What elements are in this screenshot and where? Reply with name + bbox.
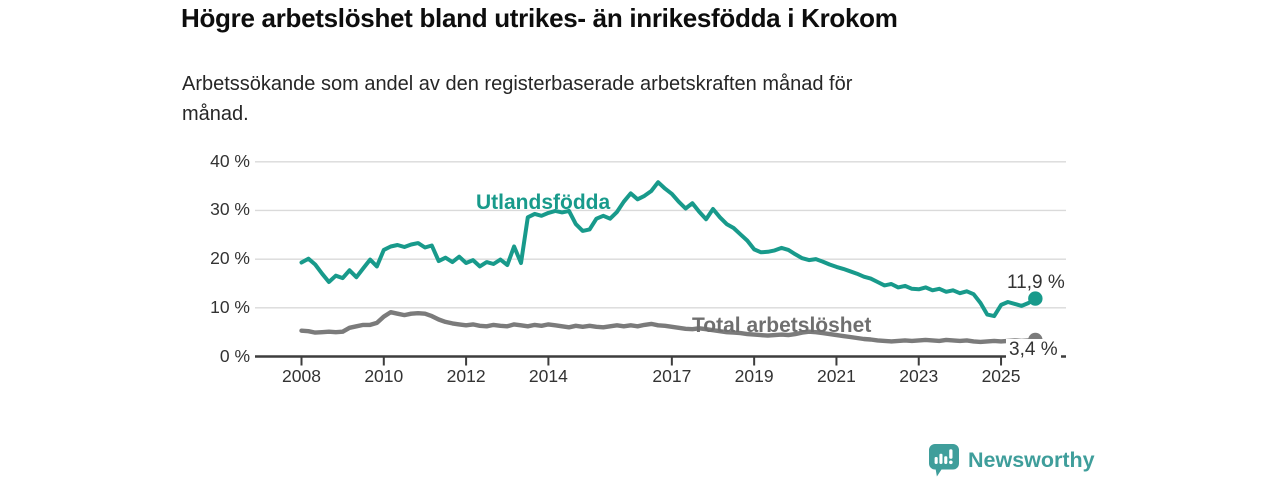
x-axis-label: 2012 (446, 366, 486, 386)
series-label-total-arbetsloshet: Total arbetslöshet (692, 314, 872, 337)
y-axis-label: 20 % (210, 248, 250, 269)
bar-chart-speech-bubble-icon (929, 443, 959, 476)
y-axis-label: 40 % (210, 150, 250, 171)
series-label-utlandsfodda: Utlandsfödda (476, 191, 611, 214)
series-line-total (299, 310, 1038, 345)
series-end-dot-utlandsfodda (1028, 291, 1043, 306)
x-axis-label: 2025 (981, 366, 1021, 386)
newsworthy-logo-text: Newsworthy (968, 447, 1095, 472)
subtitle-line-1: Arbetssökande som andel av den registerb… (182, 73, 853, 95)
chart-subtitle: Arbetssökande som andel av den registerb… (182, 69, 852, 129)
subtitle-line-2: månad. (182, 103, 249, 125)
x-axis-label: 2021 (816, 366, 856, 386)
x-axis-label: 2019 (734, 366, 774, 386)
x-axis-label: 2008 (282, 366, 321, 386)
end-value-label-utlandsfodda: 11,9 % (1007, 272, 1065, 293)
y-axis-label: 30 % (210, 199, 250, 220)
x-axis-label: 2014 (528, 366, 568, 386)
page-title: Högre arbetslöshet bland utrikes- än inr… (181, 3, 898, 33)
x-axis-label: 2023 (899, 366, 939, 386)
y-axis-label: 10 % (210, 296, 250, 317)
x-axis-label: 2010 (364, 366, 404, 386)
series-line-utlandsfodda (299, 180, 1038, 319)
newsworthy-branding: Newsworthy (929, 443, 1095, 477)
y-axis-label: 0 % (219, 345, 250, 366)
x-axis-label: 2017 (652, 366, 692, 386)
end-value-label-total: 3,4 % (1006, 339, 1061, 361)
